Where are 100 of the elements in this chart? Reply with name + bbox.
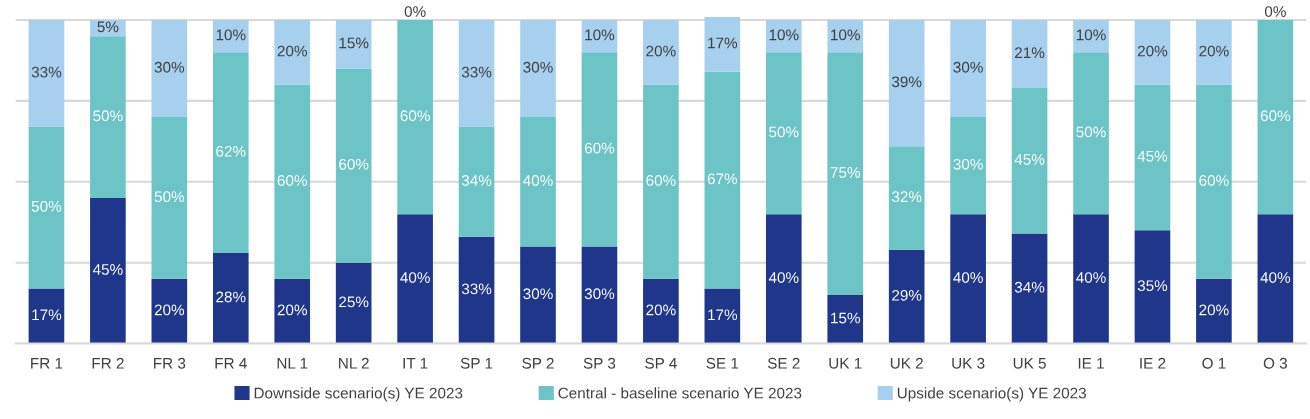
bar xyxy=(1196,278,1232,344)
bar xyxy=(458,236,495,344)
data-label: 60% xyxy=(400,110,430,122)
bar xyxy=(950,214,986,344)
data-label: 20% xyxy=(277,45,307,57)
bar xyxy=(397,20,433,215)
data-label: 45% xyxy=(1137,150,1168,162)
data-label: 17% xyxy=(708,37,738,49)
data-label: 30% xyxy=(953,158,983,170)
data-label: 50% xyxy=(31,200,62,212)
bar xyxy=(274,20,311,85)
data-label: 0% xyxy=(404,6,426,17)
data-label: 30% xyxy=(154,61,185,73)
data-label: 40% xyxy=(768,272,799,283)
data-label: 35% xyxy=(1137,280,1168,292)
data-label: 20% xyxy=(1137,45,1168,57)
data-label: 30% xyxy=(523,288,553,300)
bar xyxy=(1196,20,1232,85)
bar xyxy=(1196,84,1232,279)
data-label: 60% xyxy=(646,175,676,186)
bar xyxy=(151,278,188,344)
data-label: 45% xyxy=(1014,154,1045,165)
x-tick-label: FR 4 xyxy=(215,358,247,369)
bar xyxy=(643,84,679,279)
legend-label: Downside scenario(s) YE 2023 xyxy=(254,387,463,402)
x-tick-label: IE 1 xyxy=(1078,358,1104,369)
bar xyxy=(643,278,679,344)
bar xyxy=(827,52,864,296)
bar xyxy=(888,20,925,147)
data-label: 39% xyxy=(891,76,922,88)
bar xyxy=(1257,20,1294,215)
x-tick-label: IE 2 xyxy=(1140,357,1166,369)
data-label: 60% xyxy=(339,158,369,170)
data-label: 45% xyxy=(92,264,123,275)
data-label: 40% xyxy=(953,272,983,283)
bar xyxy=(888,249,925,344)
data-label: 75% xyxy=(830,167,860,178)
data-label: 20% xyxy=(277,304,307,316)
bar xyxy=(335,262,372,344)
bar xyxy=(1073,20,1109,53)
x-tick-label: SE 1 xyxy=(706,357,739,369)
bar xyxy=(827,20,864,53)
data-label: 30% xyxy=(584,288,615,300)
data-label: 50% xyxy=(154,191,185,203)
bar xyxy=(274,84,311,279)
data-label: 17% xyxy=(32,309,62,321)
data-label: 50% xyxy=(1076,126,1106,138)
bar xyxy=(581,52,618,247)
data-label: 50% xyxy=(769,126,799,138)
data-label: 20% xyxy=(646,45,676,57)
bar xyxy=(643,20,679,85)
data-label: 67% xyxy=(707,173,738,185)
x-tick-label: O 1 xyxy=(1202,357,1226,369)
x-tick-label: FR 1 xyxy=(31,358,63,369)
data-label: 5% xyxy=(97,21,119,33)
data-label: 30% xyxy=(523,61,553,73)
bar xyxy=(765,20,802,53)
data-label: 29% xyxy=(892,289,922,301)
x-tick-label: IT 1 xyxy=(403,358,428,369)
data-label: 60% xyxy=(584,142,615,154)
x-tick-label: NL 1 xyxy=(277,358,308,369)
data-label: 33% xyxy=(461,283,492,295)
bar xyxy=(950,117,986,215)
bar xyxy=(704,16,741,72)
x-tick-label: SP 1 xyxy=(460,357,493,369)
data-label: 62% xyxy=(216,145,246,157)
data-label: 21% xyxy=(1015,47,1045,59)
data-label: 25% xyxy=(339,296,369,308)
x-tick-label: UK 3 xyxy=(952,357,985,369)
bar xyxy=(765,214,802,344)
data-label: 40% xyxy=(400,272,430,283)
legend-label: Central - baseline scenario YE 2023 xyxy=(558,387,802,399)
bar xyxy=(212,252,249,344)
bar xyxy=(520,246,556,344)
data-label: 40% xyxy=(523,175,553,186)
x-tick-label: SP 4 xyxy=(645,357,677,369)
bar xyxy=(888,146,925,250)
x-tick-label: UK 2 xyxy=(890,357,923,369)
data-label: 20% xyxy=(1199,304,1229,316)
bar xyxy=(335,20,372,69)
data-label: 0% xyxy=(1264,6,1286,17)
bar xyxy=(765,52,802,215)
x-tick-label: UK 5 xyxy=(1013,358,1046,369)
data-label: 40% xyxy=(1260,272,1291,283)
data-label: 10% xyxy=(831,29,860,41)
bar xyxy=(1073,214,1109,344)
bar xyxy=(704,71,741,289)
bar xyxy=(950,20,986,118)
bar xyxy=(1134,230,1171,344)
bar xyxy=(458,126,495,237)
data-label: 17% xyxy=(708,309,738,321)
data-label: 10% xyxy=(769,29,799,41)
bar xyxy=(704,288,741,344)
bar xyxy=(90,36,126,198)
bar xyxy=(335,68,372,263)
data-label: 50% xyxy=(93,110,123,122)
bar xyxy=(1011,233,1048,344)
bar xyxy=(212,20,249,53)
bar xyxy=(1134,20,1171,85)
bar xyxy=(28,20,65,127)
